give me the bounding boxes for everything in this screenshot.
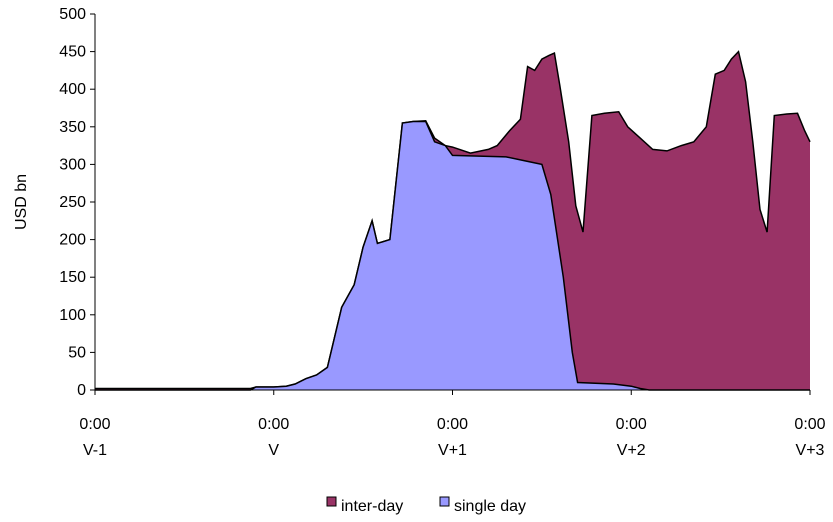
- x-tick-day-label: V-1: [83, 442, 107, 459]
- legend-label-single-day: single day: [454, 498, 526, 515]
- legend-swatch-single-day: [439, 496, 450, 507]
- series-area-single-day: [95, 121, 810, 390]
- series-line-single-day: [95, 120, 810, 391]
- x-tick-day-label: V+3: [796, 442, 825, 459]
- y-tick-label: 250: [59, 194, 86, 211]
- x-tick-time-label: 0:00: [794, 416, 825, 433]
- x-tick-time-label: 0:00: [258, 416, 289, 433]
- x-tick-day-label: V+1: [438, 442, 467, 459]
- x-tick-day-label: V+2: [617, 442, 646, 459]
- y-tick-label: 100: [59, 307, 86, 324]
- y-tick-label: 150: [59, 269, 86, 286]
- y-tick-label: 400: [59, 81, 86, 98]
- x-tick-time-label: 0:00: [437, 416, 468, 433]
- legend: inter-day single day: [326, 496, 526, 515]
- legend-swatch-inter-day: [326, 496, 337, 507]
- y-tick-label: 500: [59, 6, 86, 23]
- x-tick-time-label: 0:00: [616, 416, 647, 433]
- y-axis-title: USD bn: [13, 174, 30, 230]
- y-tick-label: 300: [59, 156, 86, 173]
- y-tick-label: 450: [59, 44, 86, 61]
- y-tick-label: 0: [77, 382, 86, 399]
- x-tick-day-label: V: [268, 442, 279, 459]
- y-tick-label: 350: [59, 119, 86, 136]
- y-tick-label: 50: [68, 344, 86, 361]
- x-tick-time-label: 0:00: [79, 416, 110, 433]
- legend-label-inter-day: inter-day: [341, 498, 403, 515]
- y-tick-label: 200: [59, 232, 86, 249]
